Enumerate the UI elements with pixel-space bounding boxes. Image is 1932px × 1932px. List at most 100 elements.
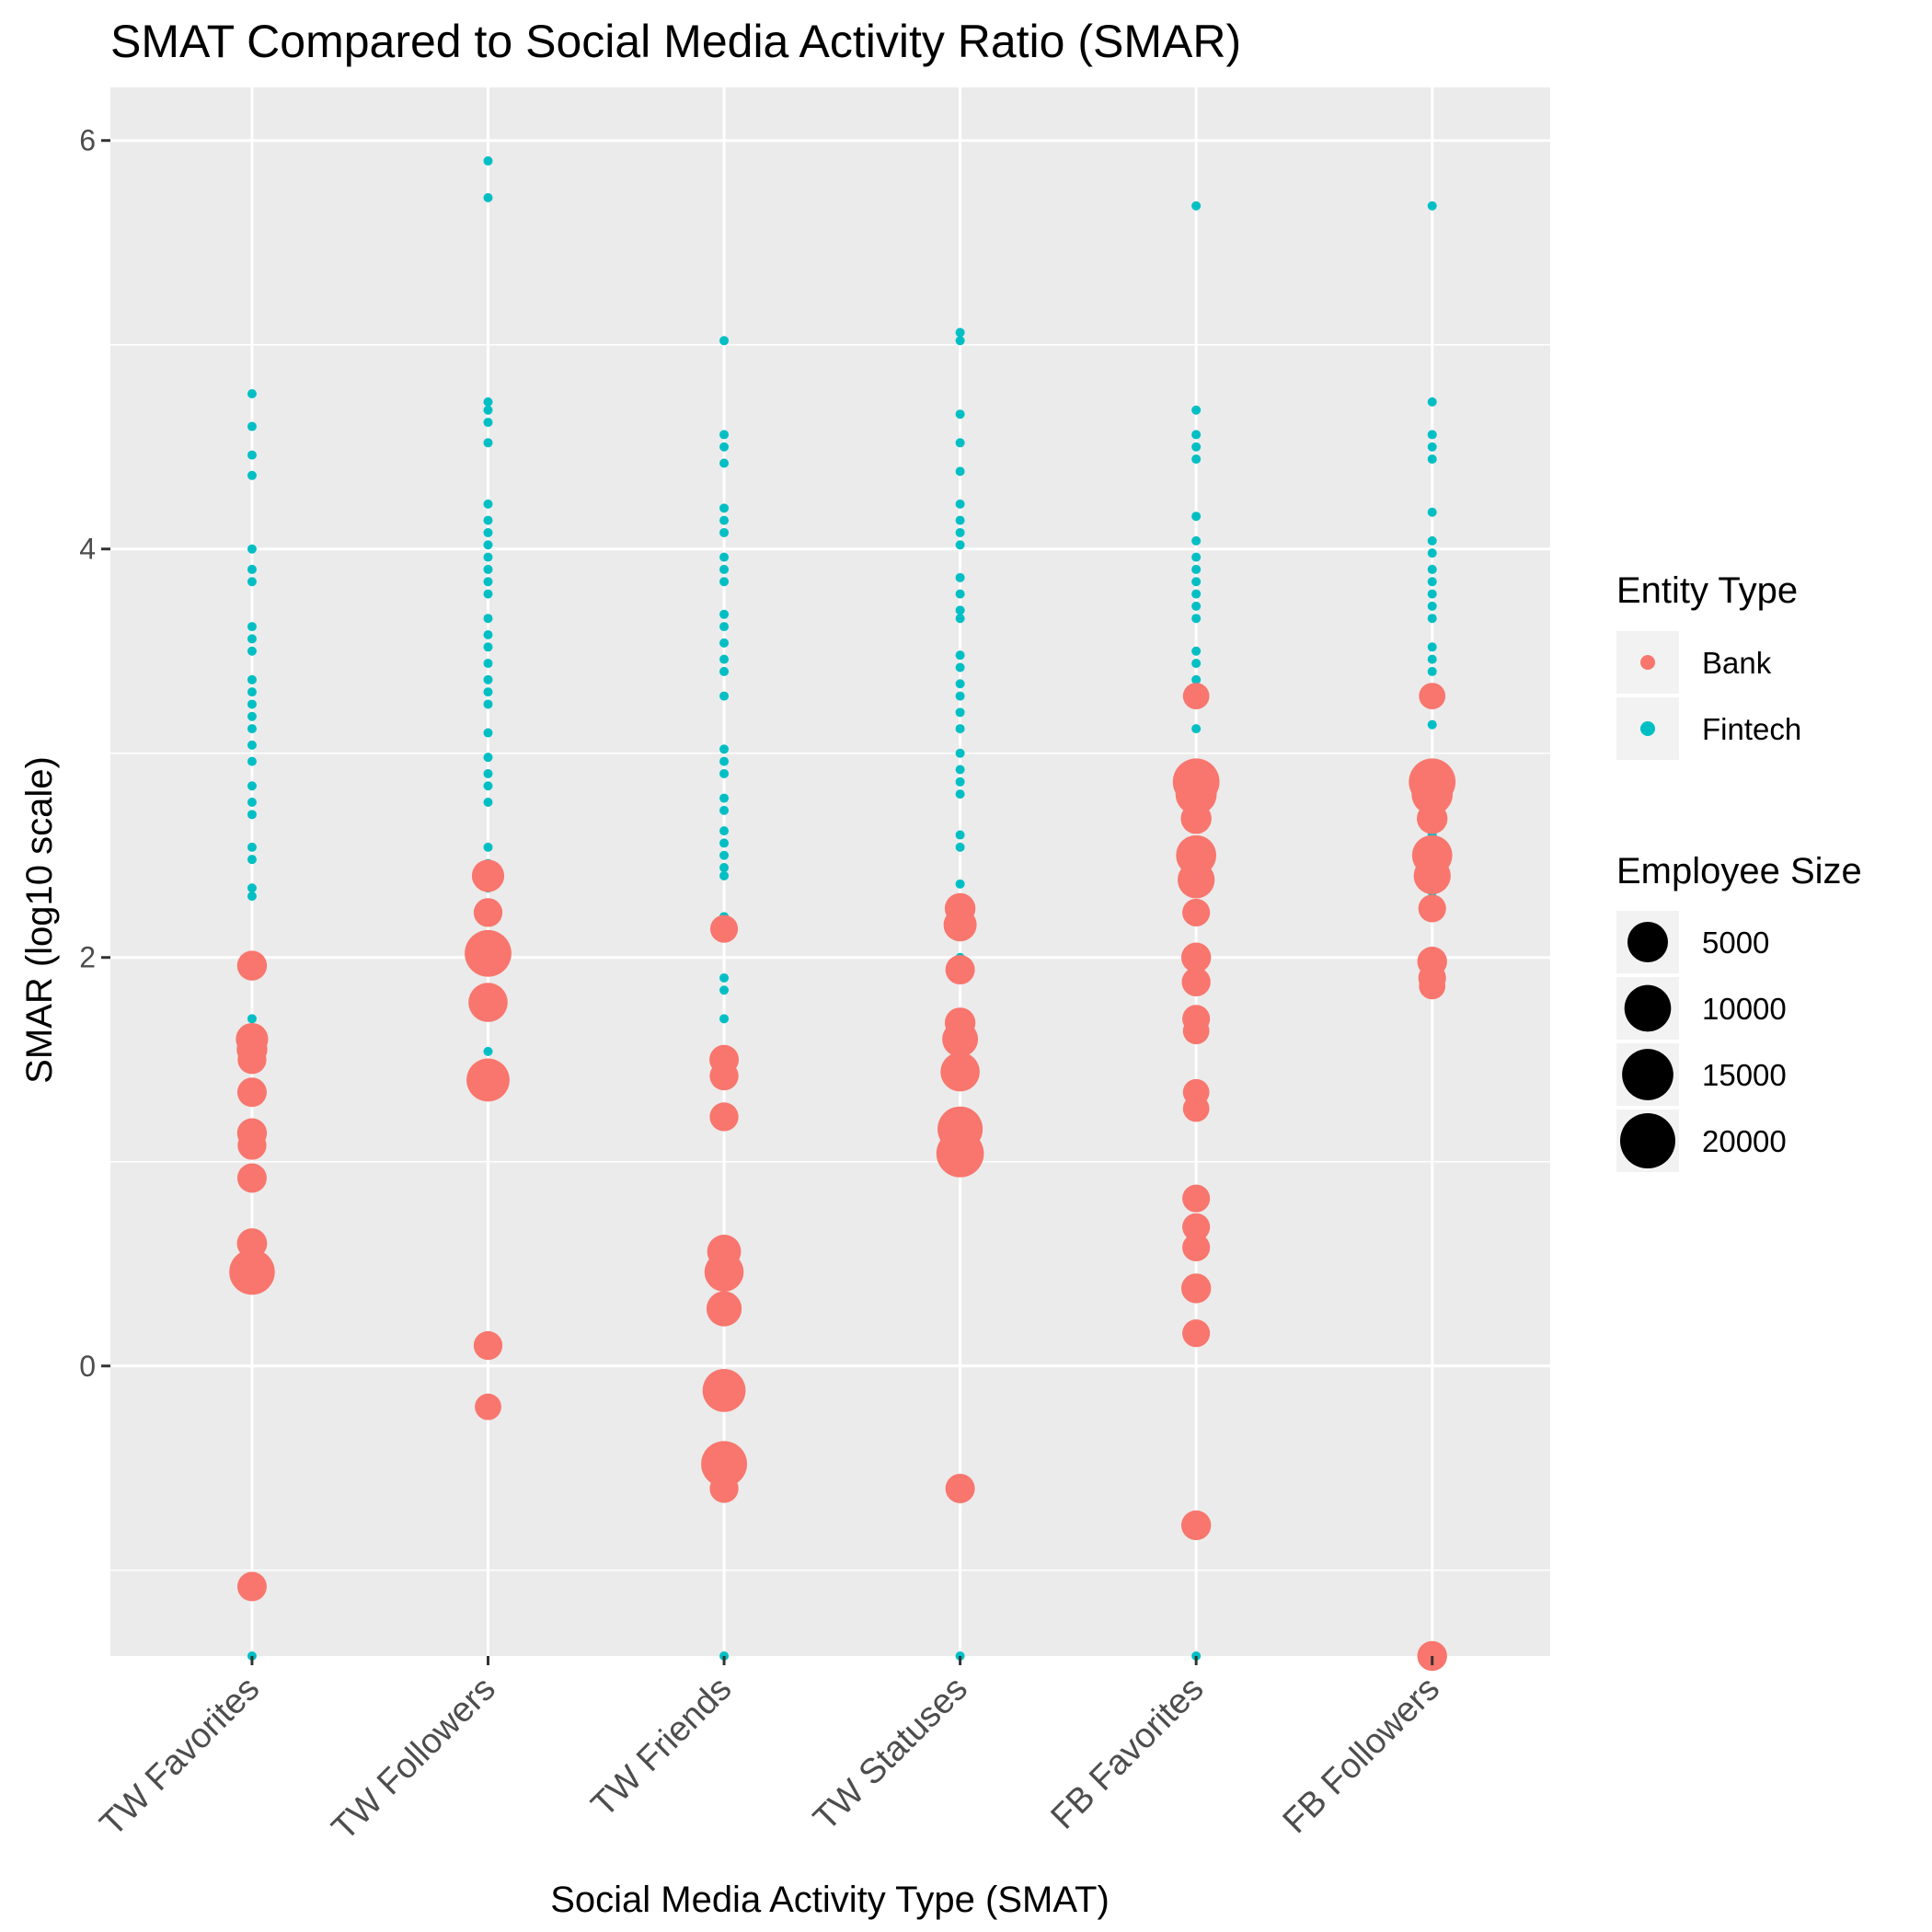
x-tick-label: TW Followers bbox=[325, 1670, 503, 1848]
fintech-point bbox=[1427, 397, 1437, 407]
bank-point bbox=[945, 1473, 975, 1503]
fintech-point bbox=[719, 850, 730, 860]
fintech-point bbox=[719, 527, 730, 537]
fintech-point bbox=[1427, 564, 1437, 574]
fintech-point bbox=[1191, 646, 1202, 656]
fintech-point bbox=[955, 499, 965, 509]
bank-point bbox=[1182, 1213, 1211, 1241]
fintech-point bbox=[955, 438, 965, 448]
bank-point bbox=[236, 950, 268, 981]
fintech-point bbox=[1191, 577, 1202, 587]
fintech-point bbox=[483, 405, 493, 415]
bank-point bbox=[709, 1061, 739, 1091]
fintech-point bbox=[483, 577, 493, 587]
bank-point bbox=[1182, 683, 1210, 709]
fintech-point bbox=[483, 674, 493, 684]
fintech-point bbox=[483, 527, 493, 537]
legend-swatch bbox=[1640, 655, 1655, 670]
fintech-point bbox=[955, 679, 965, 689]
y-tick-label: 4 bbox=[79, 533, 96, 566]
fintech-point bbox=[483, 687, 493, 697]
fintech-point bbox=[955, 662, 965, 673]
data-points bbox=[229, 155, 1456, 1672]
fintech-point bbox=[1191, 201, 1202, 211]
bank-point bbox=[471, 859, 505, 892]
fintech-point bbox=[955, 614, 965, 624]
fintech-point bbox=[247, 622, 257, 632]
fintech-point bbox=[1427, 430, 1437, 440]
bank-point bbox=[1182, 898, 1211, 926]
fintech-point bbox=[1191, 601, 1202, 611]
fintech-point bbox=[483, 699, 493, 709]
bank-point bbox=[236, 1163, 267, 1193]
legend-label: 5000 bbox=[1702, 926, 1769, 960]
x-tick-label: FB Followers bbox=[1276, 1670, 1447, 1841]
fintech-point bbox=[483, 418, 493, 428]
fintech-point bbox=[719, 654, 730, 664]
fintech-point bbox=[955, 540, 965, 550]
bank-point bbox=[1182, 1319, 1211, 1348]
fintech-point bbox=[247, 634, 257, 644]
fintech-point bbox=[483, 798, 493, 808]
fintech-point bbox=[1427, 642, 1437, 652]
fintech-point bbox=[955, 409, 965, 420]
legend-label: 15000 bbox=[1702, 1058, 1787, 1092]
color-legend: Entity Type Bank Fintech bbox=[1616, 570, 1801, 760]
x-tick-label: TW Favorites bbox=[93, 1670, 267, 1844]
fintech-point bbox=[719, 756, 730, 766]
fintech-point bbox=[483, 629, 493, 639]
fintech-point bbox=[719, 622, 730, 632]
fintech-point bbox=[483, 397, 493, 407]
fintech-point bbox=[483, 781, 493, 791]
fintech-point bbox=[247, 781, 257, 791]
fintech-point bbox=[955, 336, 965, 346]
fintech-point bbox=[719, 870, 730, 880]
fintech-point bbox=[1427, 454, 1437, 465]
fintech-point bbox=[247, 470, 257, 480]
fintech-point bbox=[719, 985, 730, 995]
fintech-point bbox=[719, 336, 730, 346]
fintech-point bbox=[1427, 601, 1437, 611]
fintech-point bbox=[719, 972, 730, 983]
fintech-point bbox=[247, 421, 257, 431]
bank-point bbox=[1419, 683, 1446, 709]
fintech-point bbox=[1191, 535, 1202, 546]
bank-point bbox=[466, 1058, 510, 1102]
fintech-point bbox=[955, 605, 965, 615]
fintech-point bbox=[247, 564, 257, 574]
fintech-point bbox=[247, 842, 257, 852]
fintech-point bbox=[1191, 454, 1202, 465]
fintech-point bbox=[483, 192, 493, 202]
fintech-point bbox=[247, 855, 257, 865]
fintech-point bbox=[483, 155, 493, 166]
bank-point bbox=[1182, 1018, 1210, 1045]
bank-point bbox=[1411, 773, 1454, 815]
bank-point bbox=[1175, 773, 1217, 815]
fintech-point bbox=[719, 609, 730, 619]
legend-swatch bbox=[1640, 721, 1655, 736]
size-legend-title: Employee Size bbox=[1616, 851, 1862, 891]
fintech-point bbox=[719, 1014, 730, 1024]
bank-point bbox=[1182, 1184, 1211, 1213]
fintech-point bbox=[955, 515, 965, 525]
fintech-point bbox=[483, 438, 493, 448]
fintech-point bbox=[1427, 535, 1437, 546]
fintech-point bbox=[1191, 512, 1202, 522]
fintech-point bbox=[955, 879, 965, 889]
bank-point bbox=[943, 908, 977, 942]
fintech-point bbox=[955, 527, 965, 537]
bank-point bbox=[1180, 1510, 1212, 1541]
fintech-point bbox=[719, 564, 730, 574]
legend-size-swatch bbox=[1624, 984, 1672, 1032]
fintech-point bbox=[1427, 507, 1437, 517]
minor-gridlines bbox=[110, 343, 1550, 1571]
bank-point bbox=[706, 1291, 742, 1327]
bank-point bbox=[936, 1130, 984, 1178]
fintech-point bbox=[247, 883, 257, 893]
fintech-point bbox=[1427, 548, 1437, 558]
fintech-point bbox=[1191, 724, 1202, 734]
fintech-point bbox=[1427, 201, 1437, 211]
y-axis: 0 2 4 6 bbox=[79, 124, 110, 1383]
bank-point bbox=[1180, 803, 1212, 834]
fintech-point bbox=[955, 830, 965, 840]
